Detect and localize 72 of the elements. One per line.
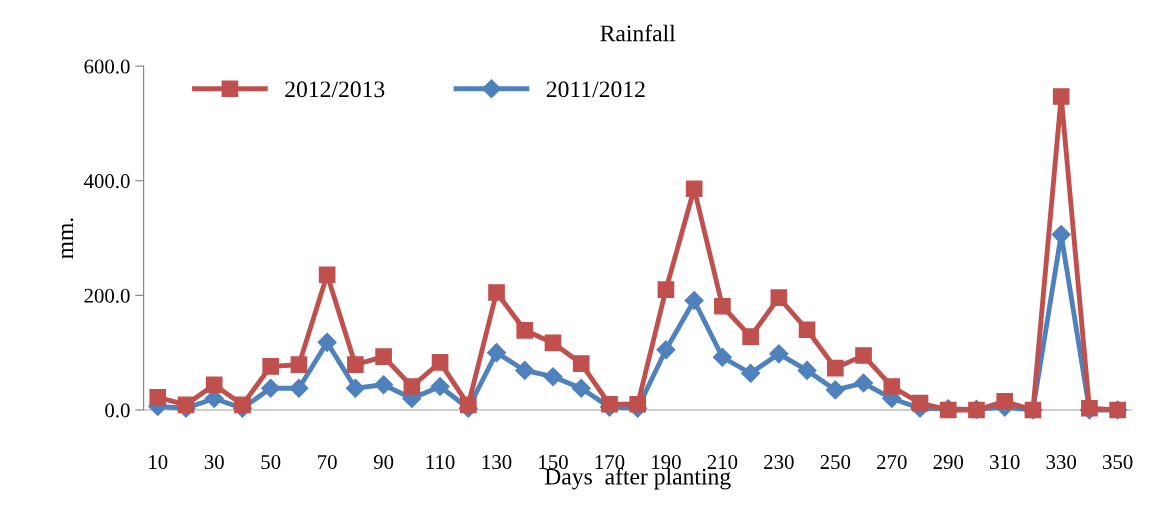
point: [543, 367, 563, 387]
point: [375, 348, 392, 366]
point: [571, 378, 591, 398]
point: [656, 340, 676, 360]
x-tick-label: 350: [1103, 455, 1133, 470]
x-tick-label: 10: [149, 455, 168, 470]
point: [345, 378, 365, 398]
point: [712, 347, 732, 367]
x-tick-label: 150: [539, 455, 568, 470]
point: [290, 356, 308, 374]
x-tick-label: 310: [990, 455, 1020, 470]
point: [486, 343, 507, 363]
point: [516, 321, 534, 339]
x-tick-label: 50: [261, 455, 281, 470]
point: [742, 328, 759, 345]
chart-title: Rainfall: [600, 24, 676, 42]
x-tick-label: 70: [318, 455, 337, 470]
point: [657, 281, 675, 298]
point: [798, 321, 816, 339]
point: [797, 360, 817, 380]
legend-label: 2012/2013: [285, 81, 385, 98]
x-tick-label: 250: [820, 455, 851, 470]
point: [601, 395, 618, 413]
y-tick-label: 200.0: [84, 288, 130, 303]
x-tick-label: 290: [933, 455, 964, 470]
x-tick-label: 230: [764, 455, 794, 470]
point: [347, 356, 364, 374]
point: [430, 376, 450, 397]
point: [629, 395, 647, 413]
x-tick-label: 130: [482, 455, 512, 470]
x-tick-label: 110: [426, 455, 455, 470]
point: [431, 354, 449, 371]
x-tick-label: 170: [595, 455, 625, 470]
x-tick-label: 270: [877, 455, 907, 470]
point: [261, 378, 281, 398]
point: [1051, 225, 1071, 245]
legend-label: 2011/2012: [546, 81, 645, 98]
point: [685, 180, 703, 198]
point: [318, 266, 336, 284]
point: [403, 378, 421, 395]
point: [374, 375, 394, 395]
y-tick-label: 0.0: [105, 403, 130, 418]
x-tick-label: 330: [1046, 455, 1077, 470]
point: [1052, 88, 1070, 105]
point: [769, 344, 789, 364]
point: [770, 289, 788, 306]
point: [317, 332, 337, 352]
x-tick-label: 30: [204, 455, 224, 470]
point: [826, 359, 844, 377]
point: [911, 394, 929, 412]
x-tick-label: 90: [373, 455, 394, 470]
point: [572, 355, 590, 372]
point: [996, 393, 1014, 410]
x-tick-label: 210: [707, 455, 738, 470]
point: [825, 380, 845, 400]
point: [855, 347, 872, 364]
y-tick-label: 600.0: [84, 59, 130, 74]
y-axis-title: mm.: [61, 218, 74, 259]
point: [205, 376, 223, 394]
point: [262, 358, 280, 375]
x-tick-label: 190: [652, 455, 681, 470]
point: [488, 284, 505, 301]
point: [714, 297, 731, 315]
point: [289, 378, 309, 398]
point: [515, 360, 535, 380]
point: [854, 373, 874, 393]
point: [149, 389, 167, 406]
y-tick-label: 400.0: [83, 174, 130, 189]
point: [684, 290, 704, 311]
point: [741, 363, 761, 383]
point: [883, 378, 901, 395]
point: [544, 334, 562, 352]
